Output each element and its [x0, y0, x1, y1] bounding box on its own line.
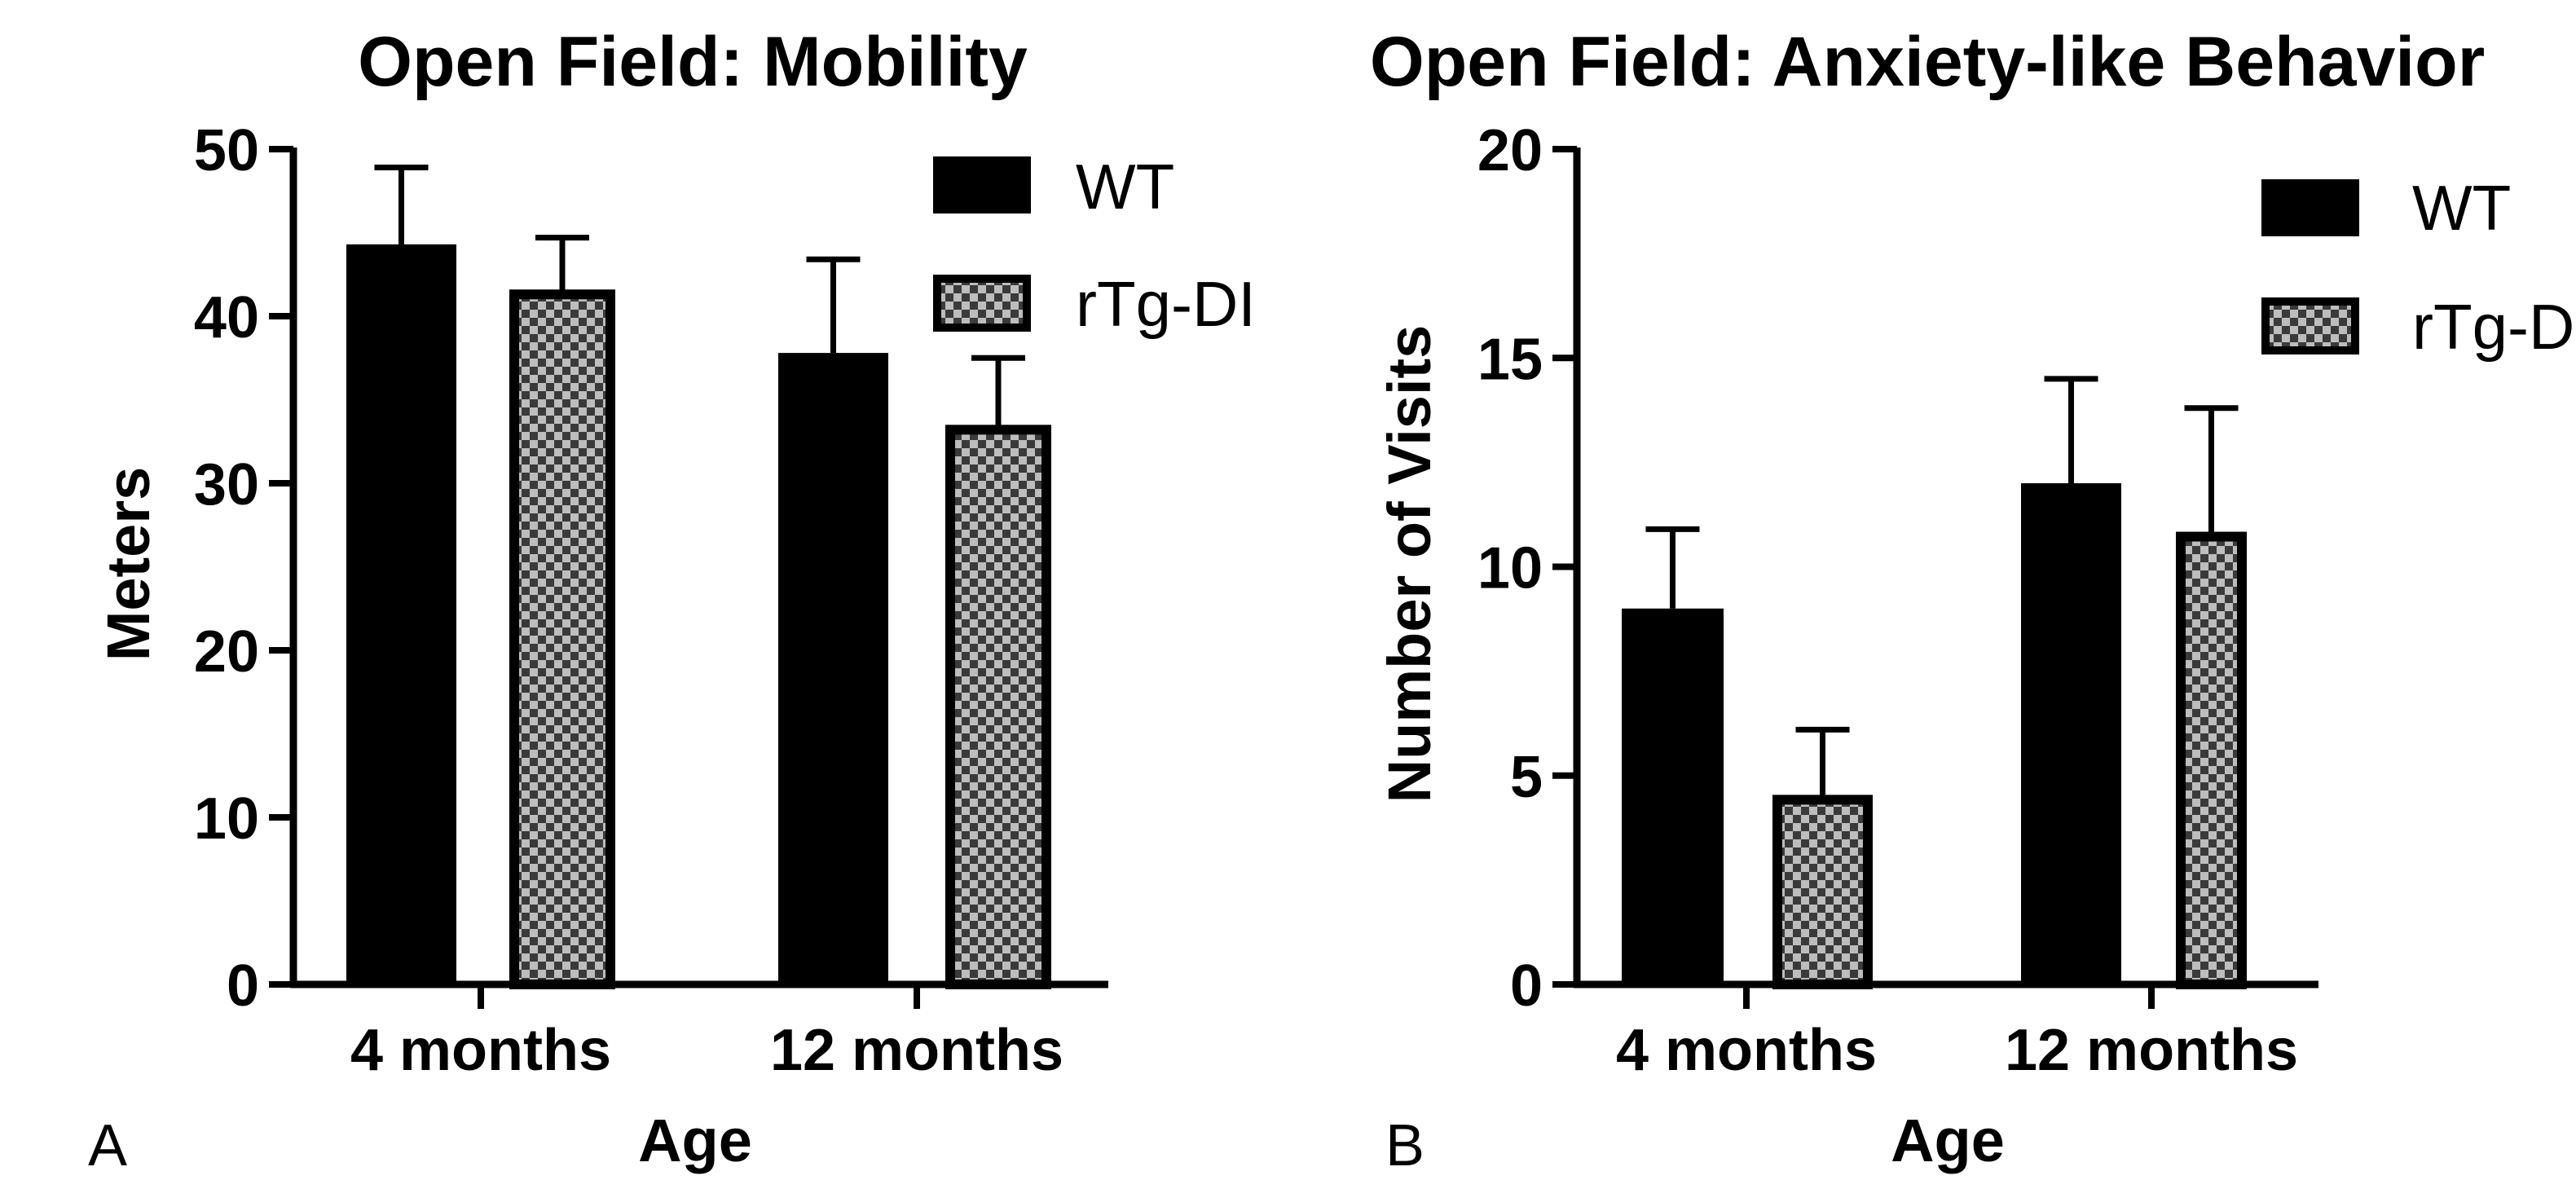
plot-area: 0 10 20 30 40 50 4 months 12 months [194, 118, 1108, 1083]
bar-rtg-di [1772, 795, 1873, 989]
bar-rtg-di [945, 425, 1051, 989]
legend-label-wt: WT [1076, 151, 1174, 222]
panel-label: B [1385, 1113, 1425, 1178]
y-tick-label: 5 [1510, 745, 1543, 810]
plot-area: 0 5 10 15 20 4 months 12 months [1477, 118, 2318, 1083]
x-axis-label: Age [1891, 1107, 2005, 1174]
y-tick-label: 20 [1477, 118, 1543, 183]
y-tick-label: 50 [194, 118, 259, 183]
bar-wt [346, 244, 456, 985]
y-tick-label: 20 [194, 619, 259, 685]
bar-wt [1622, 608, 1724, 984]
x-tick-label: 4 months [1616, 1018, 1877, 1083]
legend-swatch-wt [933, 156, 1031, 214]
x-tick-label: 4 months [350, 1018, 611, 1083]
y-tick-label: 0 [227, 953, 259, 1019]
y-tick-label: 40 [194, 285, 259, 350]
legend-label-rtg: rTg-DI [2412, 291, 2576, 363]
bar-wt [778, 353, 888, 985]
chart-title: Open Field: Anxiety-like Behavior [1370, 23, 2485, 101]
y-tick-label: 10 [194, 786, 259, 852]
bar-wt [2021, 483, 2121, 984]
y-tick-label: 15 [1477, 327, 1543, 392]
y-tick-label: 30 [194, 452, 259, 517]
x-tick-label: 12 months [770, 1018, 1063, 1083]
legend-swatch-rtg [2261, 297, 2359, 354]
chart-title: Open Field: Mobility [358, 23, 1028, 101]
y-tick-label: 0 [1510, 953, 1543, 1019]
legend-swatch-wt [2261, 179, 2359, 236]
y-axis-label: Number of Visits [1376, 325, 1443, 804]
legend-swatch-rtg [933, 275, 1031, 332]
legend-label-rtg: rTg-DI [1076, 268, 1256, 340]
bar-rtg-di [509, 289, 615, 989]
chart-mobility: Open Field: Mobility Meters Age A 0 10 20 3… [88, 23, 1256, 1178]
legend: WT rTg-DI [2261, 172, 2576, 363]
bar-rtg-di [2176, 531, 2247, 989]
chart-anxiety: Open Field: Anxiety-like Behavior Number… [1370, 23, 2576, 1178]
y-tick-label: 10 [1477, 536, 1543, 601]
legend: WT rTg-DI [933, 151, 1256, 340]
y-axis-label: Meters [95, 467, 162, 662]
legend-label-wt: WT [2412, 172, 2511, 244]
x-tick-label: 12 months [2005, 1018, 2298, 1083]
panel-label: A [88, 1113, 127, 1178]
x-axis-label: Age [638, 1107, 752, 1174]
